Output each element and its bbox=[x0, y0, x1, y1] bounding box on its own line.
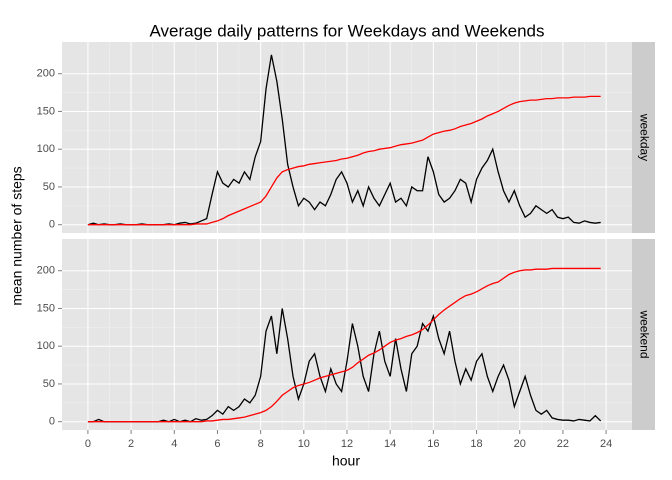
y-tick-label: 50 bbox=[43, 181, 55, 193]
y-tick-label: 100 bbox=[37, 143, 55, 155]
x-tick-label: 16 bbox=[427, 438, 439, 450]
strip bbox=[632, 239, 655, 430]
line bbox=[87, 308, 602, 423]
line bbox=[87, 267, 601, 423]
x-tick-label: 4 bbox=[171, 438, 177, 450]
y-tick-label: 200 bbox=[37, 265, 55, 277]
y-tick-label: 0 bbox=[49, 219, 55, 231]
x-tick-label: 24 bbox=[600, 438, 612, 450]
x-tick-label: 12 bbox=[341, 438, 353, 450]
line bbox=[87, 95, 601, 226]
strip bbox=[632, 42, 655, 233]
x-axis-label: hour bbox=[332, 453, 360, 469]
x-tick-label: 18 bbox=[470, 438, 482, 450]
x-tick-label: 20 bbox=[514, 438, 526, 450]
x-tick-label: 2 bbox=[128, 438, 134, 450]
y-tick-label: 100 bbox=[37, 340, 55, 352]
y-tick-label: 150 bbox=[37, 105, 55, 117]
y-tick-label: 150 bbox=[37, 302, 55, 314]
x-tick-label: 6 bbox=[214, 438, 220, 450]
chart-title: Average daily patterns for Weekdays and … bbox=[149, 21, 544, 40]
x-tick-label: 10 bbox=[298, 438, 310, 450]
x-tick-label: 0 bbox=[85, 438, 91, 450]
y-tick-label: 0 bbox=[49, 416, 55, 428]
y-tick-label: 50 bbox=[43, 378, 55, 390]
x-tick-label: 8 bbox=[258, 438, 264, 450]
x-tick-label: 22 bbox=[557, 438, 569, 450]
x-tick-label: 14 bbox=[384, 438, 396, 450]
strip-label: weekday bbox=[637, 113, 651, 161]
strip-label: weekend bbox=[637, 309, 651, 358]
y-tick-label: 200 bbox=[37, 68, 55, 80]
y-axis-label: mean number of steps bbox=[9, 166, 25, 305]
